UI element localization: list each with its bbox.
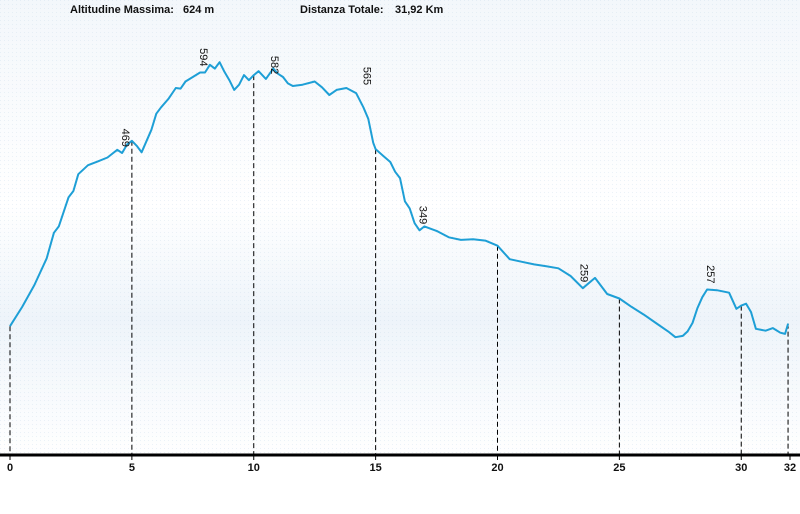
x-tick-label: 30 bbox=[735, 462, 747, 474]
max-altitude-value: 624 m bbox=[183, 4, 214, 16]
elevation-annotation: 582 bbox=[268, 56, 280, 74]
total-distance-label: Distanza Totale: bbox=[300, 4, 384, 16]
elevation-annotation: 259 bbox=[577, 264, 589, 282]
elevation-annotation: 257 bbox=[704, 265, 716, 283]
x-tick-label: 20 bbox=[491, 462, 503, 474]
x-tick-label: 32 bbox=[784, 462, 796, 474]
total-distance-value: 31,92 Km bbox=[395, 4, 444, 16]
x-tick-label: 25 bbox=[613, 462, 625, 474]
x-tick-label: 5 bbox=[129, 462, 135, 474]
elevation-profile-line bbox=[9, 61, 790, 339]
x-tick-label: 0 bbox=[7, 462, 13, 474]
elevation-annotation: 469 bbox=[119, 129, 131, 147]
elevation-annotation: 565 bbox=[360, 67, 372, 85]
x-tick-label: 10 bbox=[248, 462, 260, 474]
elevation-annotation: 594 bbox=[197, 48, 209, 66]
elevation-annotation: 349 bbox=[417, 206, 429, 224]
x-tick-label: 15 bbox=[370, 462, 382, 474]
plot-dot-texture bbox=[0, 0, 800, 456]
elevation-annotations: 469 594 582 565 349 259 257 bbox=[119, 48, 716, 283]
x-axis-ticks: 0 5 10 15 20 25 30 32 bbox=[7, 455, 796, 474]
distance-marker-lines bbox=[9, 75, 789, 455]
max-altitude-label: Altitudine Massima: bbox=[70, 4, 174, 16]
